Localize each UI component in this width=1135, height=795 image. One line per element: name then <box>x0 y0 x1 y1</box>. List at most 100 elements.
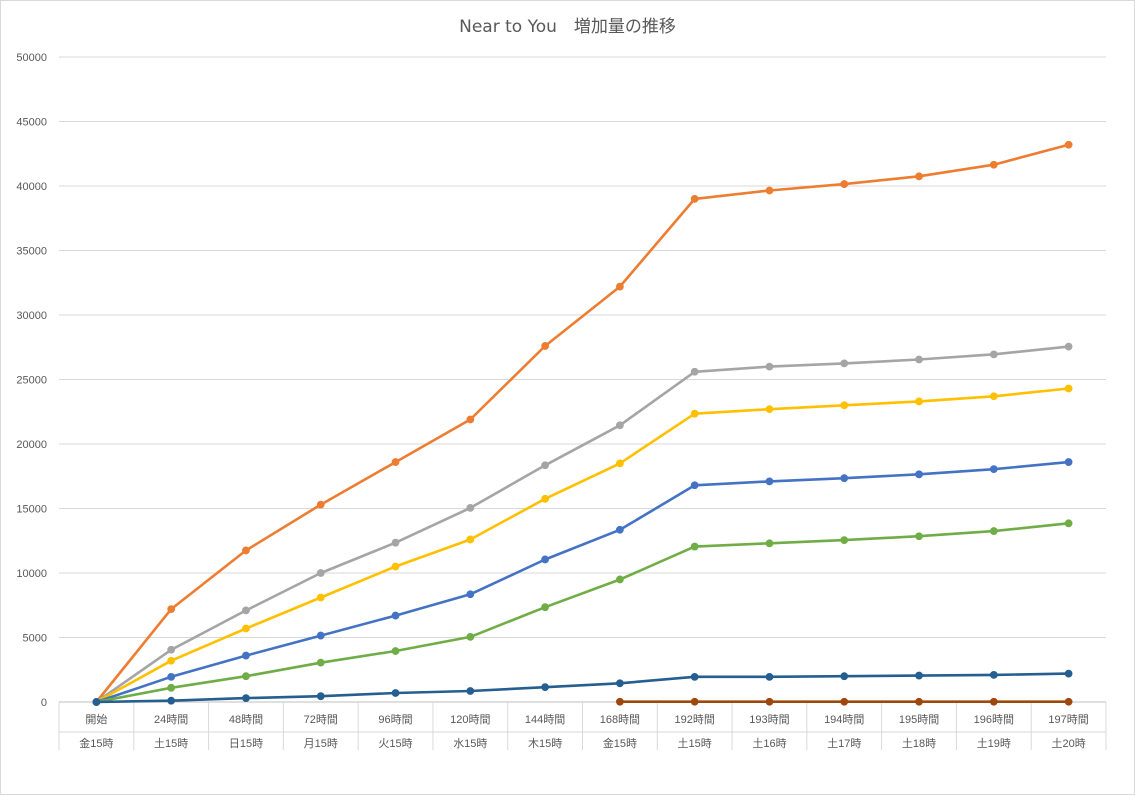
data-point <box>316 692 325 701</box>
series-line-3 <box>95 387 1070 704</box>
data-point <box>167 696 176 705</box>
data-point <box>1064 384 1073 393</box>
x-tick-label: 192時間 <box>674 713 714 726</box>
y-tick-label: 15000 <box>16 504 47 516</box>
x-tick-label: 96時間 <box>378 713 412 726</box>
data-point <box>541 494 550 503</box>
data-point <box>316 500 325 509</box>
data-point <box>690 409 699 418</box>
chart-title: Near to You 増加量の推移 <box>459 17 676 37</box>
x-tick-sublabel: 火15時 <box>378 737 412 750</box>
x-tick-sublabel: 土15時 <box>154 737 188 750</box>
data-point <box>391 647 400 655</box>
data-point <box>615 525 624 534</box>
data-point <box>1064 458 1073 466</box>
x-tick-sublabel: 金15時 <box>79 736 113 750</box>
series-line-2 <box>95 345 1070 704</box>
gridlines <box>59 56 1106 703</box>
data-point <box>1064 697 1073 706</box>
series-line-6 <box>95 672 1070 704</box>
data-point <box>466 632 475 641</box>
data-point <box>765 539 774 548</box>
x-tick-label: 197時間 <box>1048 713 1088 726</box>
y-tick-label: 50000 <box>16 52 47 64</box>
data-point <box>915 397 923 406</box>
data-point <box>391 458 400 466</box>
data-point <box>989 671 998 679</box>
data-point <box>615 575 624 584</box>
x-tick-label: 193時間 <box>749 713 789 726</box>
data-point <box>765 362 774 371</box>
data-point <box>316 593 325 602</box>
data-point <box>1064 669 1073 678</box>
data-point <box>840 672 849 681</box>
data-point <box>840 401 849 410</box>
data-point <box>840 359 849 368</box>
data-point <box>466 503 475 512</box>
data-point <box>466 535 475 544</box>
series-line-4 <box>95 460 1070 704</box>
series-line-1 <box>95 143 1070 704</box>
data-point <box>92 698 101 706</box>
data-point <box>989 527 998 535</box>
data-point <box>242 624 250 633</box>
data-point <box>690 367 699 376</box>
y-tick-label: 20000 <box>16 439 47 451</box>
data-point <box>1064 519 1073 528</box>
data-point <box>989 465 998 474</box>
data-point <box>615 421 624 430</box>
data-point <box>316 631 325 640</box>
data-point <box>765 186 774 195</box>
data-point <box>391 689 400 697</box>
y-tick-label: 0 <box>41 697 47 709</box>
x-tick-label: 195時間 <box>899 713 939 726</box>
data-point <box>690 697 699 706</box>
x-tick-sublabel: 月15時 <box>304 737 338 750</box>
data-point <box>989 160 998 169</box>
x-tick-sublabel: 金15時 <box>603 736 637 750</box>
x-tick-label: 168時間 <box>600 713 640 726</box>
data-point <box>541 461 550 470</box>
x-tick-sublabel: 土16時 <box>752 737 786 750</box>
data-point <box>915 172 923 181</box>
data-point <box>242 651 250 660</box>
data-point <box>765 477 774 486</box>
data-point <box>541 555 550 564</box>
y-tick-label: 5000 <box>23 633 47 645</box>
x-tick-sublabel: 土17時 <box>827 737 861 750</box>
x-tick-sublabel: 日15時 <box>229 737 263 750</box>
data-point <box>391 538 400 547</box>
x-tick-label: 194時間 <box>824 713 864 726</box>
data-point <box>989 350 998 359</box>
data-point <box>316 569 325 577</box>
x-tick-sublabel: 土15時 <box>678 737 712 750</box>
x-tick-label: 144時間 <box>525 713 565 726</box>
data-point <box>391 611 400 620</box>
data-point <box>690 542 699 551</box>
data-point <box>765 672 774 681</box>
x-tick-label: 120時間 <box>450 713 490 726</box>
data-point <box>167 605 176 614</box>
data-point <box>615 282 624 291</box>
data-point <box>989 697 998 706</box>
data-point <box>690 481 699 490</box>
data-point <box>167 683 176 692</box>
data-point <box>915 671 923 680</box>
data-point <box>391 562 400 571</box>
x-tick-label: 48時間 <box>229 713 263 726</box>
data-point <box>541 342 550 350</box>
data-point <box>840 697 849 706</box>
x-tick-sublabel: 木15時 <box>528 737 562 750</box>
data-point <box>615 679 624 688</box>
series-line-5 <box>95 522 1070 704</box>
y-axis: 0 5000 10000 15000 20000 25000 30000 35000 40000… <box>16 52 47 709</box>
data-point <box>765 405 774 414</box>
data-point <box>915 470 923 479</box>
data-point <box>915 532 923 541</box>
data-point <box>316 658 325 667</box>
data-point <box>1064 342 1073 351</box>
data-point <box>840 474 849 483</box>
series-group <box>92 140 1073 706</box>
